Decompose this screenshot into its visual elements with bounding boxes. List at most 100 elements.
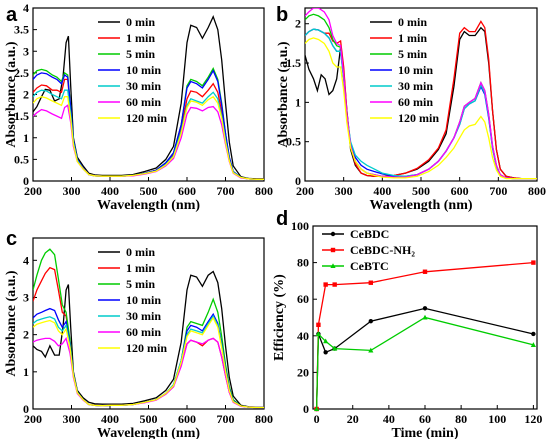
panel-c-y-axis-label: Absorbance (a.u.) xyxy=(4,270,19,377)
panel-d-y-axis-label: Efficiency (%) xyxy=(272,274,287,361)
panel-b-legend-label: 120 min xyxy=(398,111,439,125)
panel-c-x-tick-label: 500 xyxy=(140,412,158,426)
panel-a-legend-label: 1 min xyxy=(126,31,155,45)
panel-c-series-120-min-line xyxy=(33,316,264,409)
panel-c-x-tick-label: 700 xyxy=(217,412,235,426)
panel-d-series-cebdc-nh-point xyxy=(422,269,428,274)
panel-c-chart: 200 300 400 500 600 700 800 0 1 2 3 4 Wavelength (nm… xyxy=(4,237,273,439)
panel-d-series-cebdc-nh-point xyxy=(368,280,374,285)
panel-c-legend-label: 5 min xyxy=(126,277,155,291)
panel-d-series-cebdc-nh-point xyxy=(531,260,536,265)
panel-c-x-tick-label: 600 xyxy=(178,412,196,426)
panel-d-series-cebdc-point xyxy=(368,318,374,324)
panel-c-x-tick-label: 300 xyxy=(63,412,81,426)
panel-d-x-tick-label: 20 xyxy=(347,412,359,426)
panel-a-x-axis-label: Wavelength (nm) xyxy=(97,198,200,213)
panel-b-x-tick-label: 600 xyxy=(451,184,469,198)
panel-a-legend-label: 10 min xyxy=(126,63,161,77)
panel-d-series-cebtc-point xyxy=(314,406,320,411)
panel-d-legend-marker xyxy=(330,231,336,237)
panel-d-legend-label: CeBTC xyxy=(350,259,389,273)
panel-b-y-tick-label: 0.5 xyxy=(286,135,301,149)
panel-a-y-axis-label: Absorbance (a.u.) xyxy=(4,41,19,148)
panel-d-legend-label: CeBDC xyxy=(350,227,389,241)
panel-d-legend-marker xyxy=(330,247,336,253)
panel-b-y-tick-label: 1 xyxy=(295,95,301,109)
panel-a-x-tick-label: 200 xyxy=(24,184,42,198)
panel-b-y-tick-label: 0 xyxy=(295,174,301,188)
panel-d-x-axis-label: Time (min) xyxy=(391,426,458,439)
panel-d-series-cebtc-point xyxy=(323,338,329,344)
panel-a-x-tick-label: 300 xyxy=(63,184,81,198)
panel-c-y-tick-label: 3 xyxy=(23,290,29,304)
panel-d-series-cebdc-nh-point xyxy=(332,282,337,287)
panel-d-chart: 0 20 40 60 80 100 120 0 20 40 60 80 100 Time (min) Eff… xyxy=(272,219,542,439)
panel-a-y-tick-label: 3 xyxy=(23,44,29,58)
panel-d-y-tick-label: 80 xyxy=(297,256,309,270)
panel-d-series-cebtc-point xyxy=(332,345,338,351)
panel-c-legend-label: 0 min xyxy=(126,245,155,259)
panel-a-x-tick-label: 500 xyxy=(140,184,158,198)
panel-b-series-60-min-line xyxy=(305,8,537,180)
panel-d-legend-label: CeBDC-NH₂ xyxy=(350,243,415,257)
panel-b-letter: b xyxy=(276,4,288,26)
panel-d-x-tick-label: 100 xyxy=(488,412,506,426)
panel-a-legend-label: 30 min xyxy=(126,79,161,93)
panel-c-x-tick-label: 400 xyxy=(101,412,119,426)
panel-a-x-tick-label: 400 xyxy=(101,184,119,198)
panel-c-x-axis-label: Wavelength (nm) xyxy=(97,426,200,439)
panel-d-series-cebdc-nh-point xyxy=(323,282,328,287)
panel-c-legend-label: 10 min xyxy=(126,293,161,307)
panel-b-chart: 200 300 400 500 600 700 800 0 0.5 1 1.5 2 Wavelength… xyxy=(276,7,546,213)
panel-d-y-tick-label: 100 xyxy=(291,219,309,233)
panel-b-x-tick-label: 700 xyxy=(489,184,507,198)
panel-d-y-tick-label: 60 xyxy=(297,292,309,306)
panel-a-series-0-min-line xyxy=(33,14,264,180)
panel-c-series-0-min-line xyxy=(33,270,264,408)
panel-d-series-cebtc-point xyxy=(422,314,428,320)
panel-d-series-cebtc-point xyxy=(530,342,536,347)
panel-b-x-tick-label: 400 xyxy=(373,184,391,198)
panel-b-legend-label: 60 min xyxy=(398,95,433,109)
panel-b-legend-label: 1 min xyxy=(398,31,427,45)
panel-a-y-tick-label: 1.5 xyxy=(14,109,29,123)
panel-b-legend-label: 10 min xyxy=(398,63,433,77)
panel-d-series-cebdc-point xyxy=(323,350,328,355)
panel-b-series-120-min-line xyxy=(305,37,537,180)
panel-a-legend-label: 60 min xyxy=(126,95,161,109)
panel-a-chart: 200 300 400 500 600 700 800 0 0.5 1 1.5 2 2.5 3 3.5 4 Wa… xyxy=(4,1,273,213)
panel-d-y-tick-label: 20 xyxy=(297,365,309,379)
panel-d-series-cebdc-point xyxy=(531,331,536,337)
panel-a-y-tick-label: 3.5 xyxy=(14,23,29,37)
panel-a-x-tick-label: 800 xyxy=(255,184,273,198)
panel-b-legend-label: 0 min xyxy=(398,15,427,29)
panel-a-series-120-min-line xyxy=(33,95,264,180)
panel-d-series-cebtc-point xyxy=(315,331,322,336)
panel-d-series-cebdc-nh-point xyxy=(316,322,321,328)
panel-b-x-axis-label: Wavelength (nm) xyxy=(369,198,472,213)
panel-b-legend-label: 30 min xyxy=(398,79,433,93)
panel-d-x-tick-label: 120 xyxy=(524,412,542,426)
panel-c-legend-label: 120 min xyxy=(126,341,167,355)
panel-b-x-tick-label: 200 xyxy=(296,184,314,198)
panel-a-x-tick-label: 600 xyxy=(178,184,196,198)
panel-b-y-tick-label: 2 xyxy=(295,17,301,31)
panel-a-y-tick-label: 2 xyxy=(23,88,29,102)
panel-c-y-tick-label: 0 xyxy=(23,402,29,416)
panel-c-legend-label: 30 min xyxy=(126,309,161,323)
panel-b-x-tick-label: 300 xyxy=(335,184,353,198)
panel-c-x-tick-label: 800 xyxy=(255,412,273,426)
panel-a-legend-label: 120 min xyxy=(126,111,167,125)
panel-a-legend-label: 5 min xyxy=(126,47,155,61)
panel-c-y-tick-label: 1 xyxy=(23,365,29,379)
panel-a-y-tick-label: 2.5 xyxy=(14,66,29,80)
panel-c-y-tick-label: 4 xyxy=(23,253,29,267)
panel-d-series-cebtc-point xyxy=(368,347,374,353)
panel-d-series-cebdc-point xyxy=(422,306,428,311)
panel-d-x-tick-label: 0 xyxy=(314,412,320,426)
panel-d-letter: d xyxy=(276,208,288,230)
panel-a-legend-label: 0 min xyxy=(126,15,155,29)
panel-a-y-tick-label: 1 xyxy=(23,131,29,145)
panel-d-legend-marker xyxy=(330,263,336,268)
